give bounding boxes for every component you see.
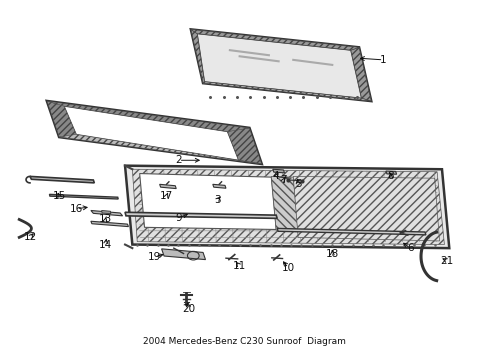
Polygon shape xyxy=(140,174,276,229)
Polygon shape xyxy=(102,211,111,214)
Text: 18: 18 xyxy=(325,248,338,258)
Text: 17: 17 xyxy=(160,191,173,201)
Text: 7: 7 xyxy=(280,175,286,185)
Text: 3: 3 xyxy=(214,195,221,205)
Text: 4: 4 xyxy=(272,171,279,181)
Polygon shape xyxy=(91,211,122,216)
Text: 21: 21 xyxy=(439,256,452,266)
Polygon shape xyxy=(132,169,444,244)
Text: 9: 9 xyxy=(175,213,182,222)
Polygon shape xyxy=(277,228,425,235)
Polygon shape xyxy=(227,128,261,164)
Polygon shape xyxy=(212,184,225,188)
Text: 12: 12 xyxy=(23,232,37,242)
Polygon shape xyxy=(47,101,76,137)
Text: 14: 14 xyxy=(99,239,112,249)
Polygon shape xyxy=(30,176,94,183)
Polygon shape xyxy=(350,47,370,101)
Polygon shape xyxy=(59,134,261,164)
Text: 5: 5 xyxy=(294,179,301,189)
Polygon shape xyxy=(47,101,249,132)
Text: 1: 1 xyxy=(379,55,386,65)
Polygon shape xyxy=(293,176,439,241)
Polygon shape xyxy=(190,30,358,50)
Text: 16: 16 xyxy=(69,204,83,214)
Text: 6: 6 xyxy=(406,243,413,253)
Text: 20: 20 xyxy=(182,304,195,314)
Polygon shape xyxy=(190,30,370,101)
Polygon shape xyxy=(125,212,277,219)
Polygon shape xyxy=(91,221,128,226)
Text: 13: 13 xyxy=(99,215,112,224)
Polygon shape xyxy=(64,106,238,160)
Text: 19: 19 xyxy=(147,252,161,262)
Polygon shape xyxy=(47,101,261,164)
Text: 2004 Mercedes-Benz C230 Sunroof  Diagram: 2004 Mercedes-Benz C230 Sunroof Diagram xyxy=(143,337,345,346)
Polygon shape xyxy=(197,34,361,98)
Text: 10: 10 xyxy=(281,263,294,273)
Text: 2: 2 xyxy=(175,155,182,165)
Polygon shape xyxy=(385,171,396,174)
Polygon shape xyxy=(161,249,205,260)
Text: 8: 8 xyxy=(386,171,393,181)
Polygon shape xyxy=(125,166,448,248)
Polygon shape xyxy=(203,82,370,101)
Polygon shape xyxy=(159,184,176,189)
Polygon shape xyxy=(271,176,298,230)
Polygon shape xyxy=(190,30,204,83)
Polygon shape xyxy=(272,169,284,173)
Text: 11: 11 xyxy=(232,261,246,271)
Text: 15: 15 xyxy=(53,191,66,201)
Polygon shape xyxy=(49,194,118,199)
